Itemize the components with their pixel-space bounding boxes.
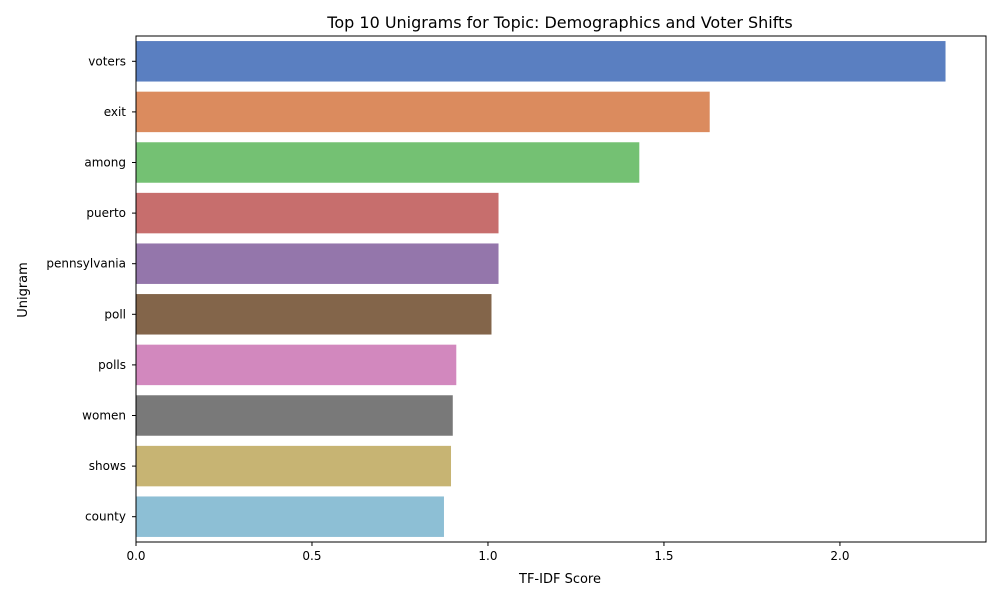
bar-women [136, 395, 453, 436]
y-tick-label: county [85, 510, 126, 524]
y-tick-label: voters [88, 54, 126, 68]
bars-layer [136, 41, 946, 537]
bar-exit [136, 91, 710, 133]
bar-poll [136, 294, 492, 335]
chart-title: Top 10 Unigrams for Topic: Demographics … [326, 13, 792, 32]
x-axis-ticks: 0.0 0.5 1.0 1.5 2.0 [126, 542, 849, 563]
y-axis-ticks: voters exit among puerto pennsylvania poll pol… [46, 54, 136, 524]
y-tick-label: puerto [86, 206, 126, 220]
y-tick-label: polls [98, 358, 126, 372]
plot-frame [135, 35, 987, 543]
y-axis-label: Unigram [16, 262, 31, 318]
y-tick-label: shows [89, 459, 126, 473]
y-tick-label: among [84, 156, 126, 170]
x-tick-label: 0.0 [126, 549, 145, 563]
y-tick-label: exit [104, 105, 127, 119]
bar-puerto [136, 192, 499, 234]
y-tick-label: pennsylvania [46, 257, 126, 271]
x-tick-label: 1.0 [478, 549, 497, 563]
x-tick-label: 1.5 [654, 549, 673, 563]
y-tick-label: women [82, 409, 126, 423]
bar-pennsylvania [136, 243, 499, 284]
bar-polls [136, 344, 457, 386]
x-tick-label: 2.0 [830, 549, 849, 563]
bar-county [136, 496, 444, 537]
bar-among [136, 142, 640, 183]
y-tick-label: poll [104, 307, 126, 321]
bar-voters [136, 41, 946, 82]
bar-shows [136, 445, 452, 487]
x-axis-label: TF-IDF Score [518, 572, 601, 587]
x-tick-label: 0.5 [302, 549, 321, 563]
